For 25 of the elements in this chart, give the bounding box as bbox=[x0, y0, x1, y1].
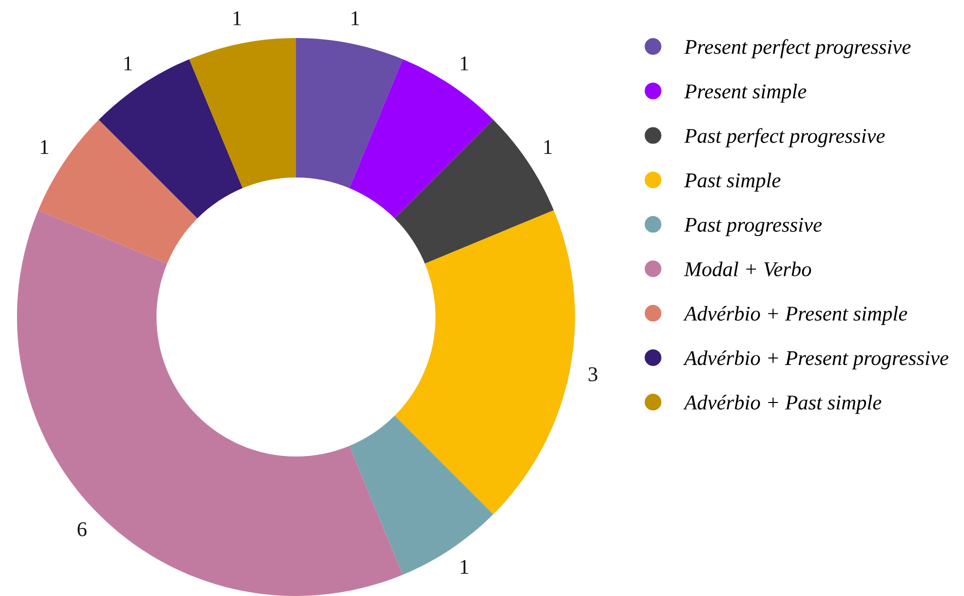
data-label: 1 bbox=[460, 560, 468, 574]
donut-slice bbox=[38, 120, 198, 264]
data-label: 3 bbox=[588, 367, 598, 382]
legend-label: Present perfect progressive bbox=[684, 39, 911, 58]
donut-slice bbox=[394, 120, 554, 264]
donut-slice bbox=[296, 38, 403, 188]
data-label: 1 bbox=[234, 11, 241, 26]
data-label: 6 bbox=[78, 522, 87, 536]
legend-label: Advérbio + Present simple bbox=[683, 306, 908, 325]
legend-label: Advérbio + Present progressive bbox=[683, 350, 948, 370]
donut-slice bbox=[189, 38, 296, 188]
data-label: 1 bbox=[124, 56, 132, 70]
legend-label: Past perfect progressive bbox=[684, 128, 885, 148]
legend-label: Advérbio + Past simple bbox=[683, 394, 882, 414]
donut-slice bbox=[349, 416, 494, 575]
legend-label: Modal + Verbo bbox=[684, 262, 812, 276]
donut-slice bbox=[17, 210, 403, 596]
data-label: 1 bbox=[352, 11, 360, 26]
legend-label: Past progressive bbox=[684, 218, 822, 236]
data-label: 1 bbox=[40, 140, 48, 154]
legend-label: Present simple bbox=[684, 84, 806, 103]
legend-label: Past simple bbox=[684, 172, 780, 192]
donut-slice bbox=[394, 210, 575, 514]
data-label: 1 bbox=[544, 140, 552, 154]
data-label: 1 bbox=[460, 56, 468, 70]
